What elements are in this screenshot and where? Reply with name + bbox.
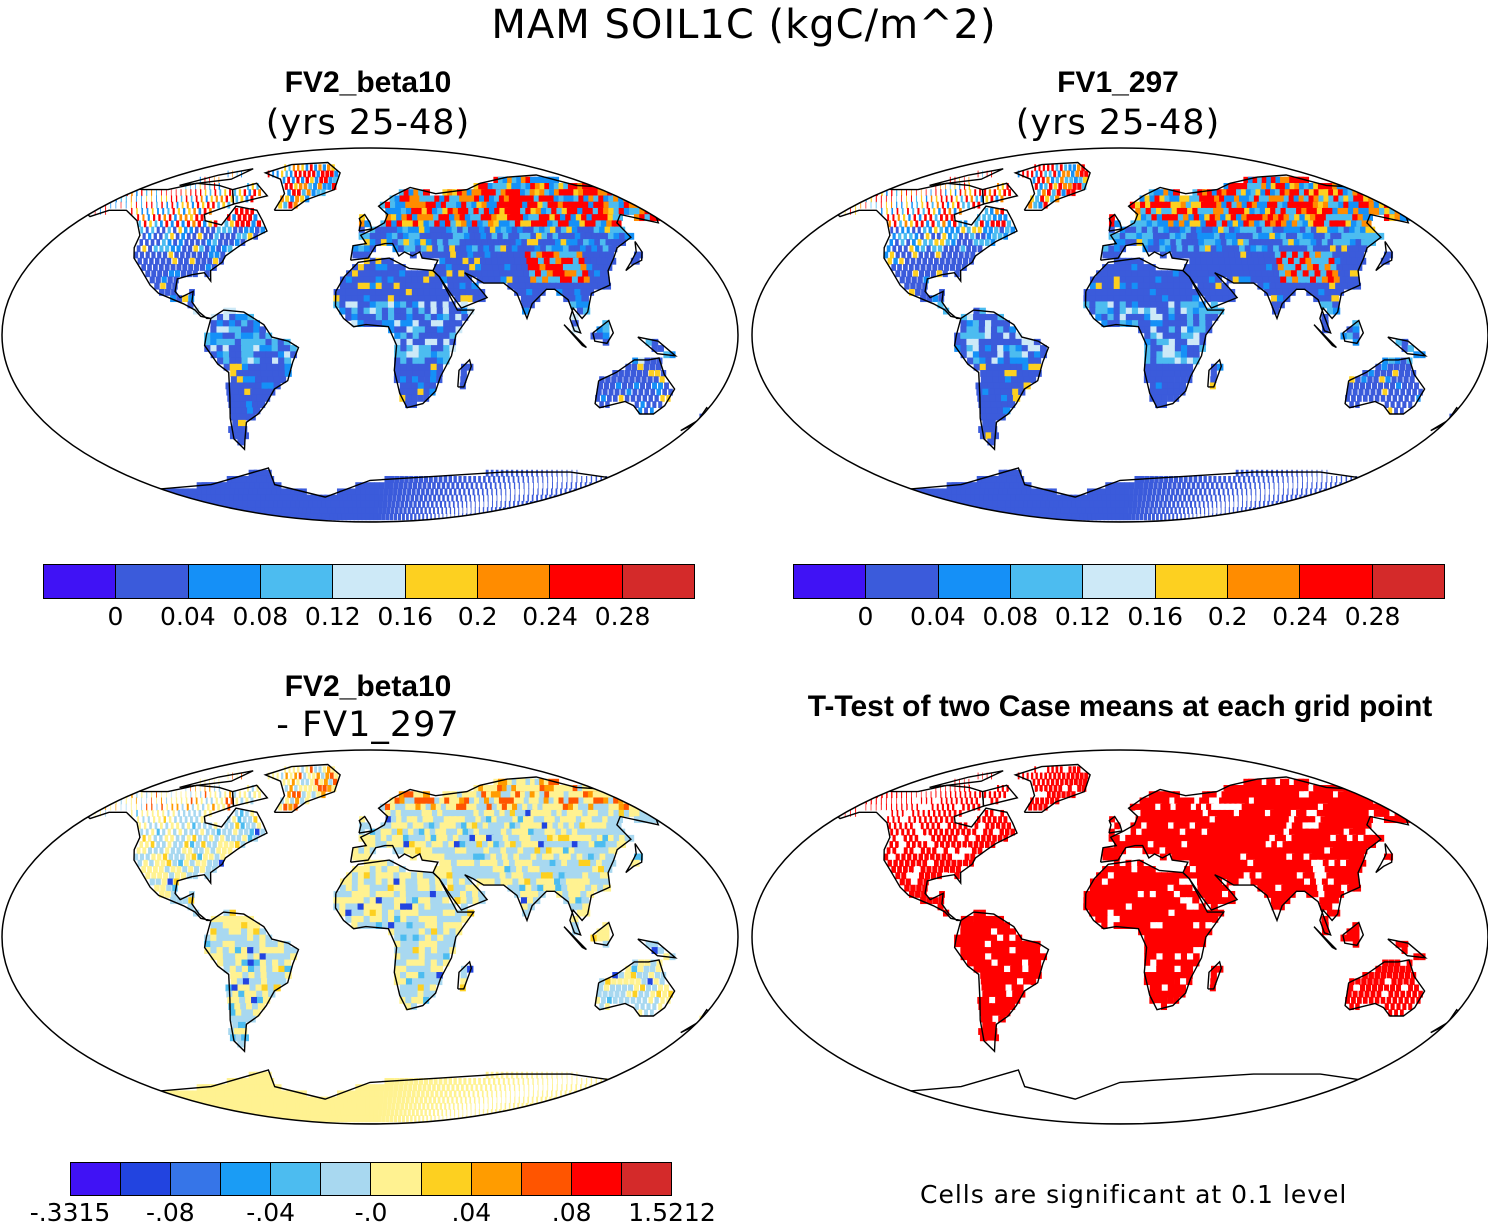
colorbar-swatch xyxy=(1155,565,1228,598)
colorbar-tick-label: .04 xyxy=(451,1198,492,1227)
colorbar-tick-label: 0.24 xyxy=(1272,602,1328,631)
colorbar-swatch xyxy=(321,1163,372,1195)
colorbar-swatch xyxy=(521,1163,572,1195)
colorbar-tick-label: 0 xyxy=(107,602,124,631)
colorbar-swatch xyxy=(333,565,406,598)
ttest-significance-note: Cells are significant at 0.1 level xyxy=(920,1180,1348,1209)
map-frame xyxy=(751,749,1488,1125)
colorbar-tick-label: 0.2 xyxy=(457,602,498,631)
colorbar-swatch xyxy=(1300,565,1373,598)
colorbar-swatch xyxy=(1083,565,1156,598)
panel4-title: T-Test of two Case means at each grid po… xyxy=(807,690,1433,723)
colorbar-fv2-beta10-labels: 0 0.04 0.08 0.12 0.16 0.2 0.24 0.28 xyxy=(43,602,695,634)
colorbar-swatch xyxy=(1372,565,1444,598)
map-frame xyxy=(751,147,1488,523)
colorbar-swatch xyxy=(471,1163,522,1195)
map-panel-fv1-297 xyxy=(751,147,1488,523)
colorbar-swatch xyxy=(421,1163,472,1195)
colorbar-tick-label: 0.28 xyxy=(594,602,651,631)
colorbar-swatch xyxy=(622,565,694,598)
colorbar-swatch xyxy=(44,565,117,598)
colorbar-swatch xyxy=(571,1163,622,1195)
colorbar-tick-label: -.0 xyxy=(354,1198,388,1227)
colorbar-swatch xyxy=(221,1163,272,1195)
colorbar-tick-label: 0.16 xyxy=(377,602,434,631)
panel2-title: FV1_297 xyxy=(1057,66,1179,99)
panel1-subtitle: (yrs 25-48) xyxy=(265,103,471,143)
colorbar-tick-label: 0.04 xyxy=(160,602,216,631)
map-frame xyxy=(1,147,739,523)
colorbar-swatch xyxy=(121,1163,172,1195)
colorbar-tick-label: 0.08 xyxy=(232,602,289,631)
colorbar-swatch xyxy=(550,565,623,598)
colorbar-tick-label: 1.5212 xyxy=(628,1198,716,1227)
map-grid-cells xyxy=(834,766,1459,1048)
colorbar-swatch xyxy=(1227,565,1301,598)
colorbar-swatch xyxy=(866,565,939,598)
colorbar-swatch xyxy=(794,565,867,598)
colorbar-difference-labels: -.3315 -.08 -.04 -.0 .04 .08 1.5212 xyxy=(30,1198,716,1227)
colorbar-swatch xyxy=(938,565,1011,598)
colorbar-tick-label: 0.16 xyxy=(1127,602,1184,631)
colorbar-fv2-beta10 xyxy=(43,564,695,599)
colorbar-tick-label: 0.28 xyxy=(1344,602,1401,631)
colorbar-swatch xyxy=(621,1163,671,1195)
colorbar-tick-label: .08 xyxy=(551,1198,592,1227)
map-grid-cells xyxy=(831,164,1459,521)
colorbar-tick-label: 0.08 xyxy=(982,602,1039,631)
colorbar-tick-label: 0.04 xyxy=(910,602,966,631)
colorbar-swatch xyxy=(171,1163,222,1195)
map-frame xyxy=(1,749,739,1125)
colorbar-swatch xyxy=(188,565,261,598)
colorbar-tick-label: 0.2 xyxy=(1207,602,1248,631)
colorbar-tick-label: 0 xyxy=(857,602,874,631)
colorbar-tick-label: 0.24 xyxy=(522,602,578,631)
colorbar-swatch xyxy=(405,565,478,598)
panel3-subtitle: - FV1_297 xyxy=(276,705,460,745)
colorbar-swatch xyxy=(371,1163,422,1195)
colorbar-swatch xyxy=(71,1163,122,1195)
map-panel-fv2-beta10 xyxy=(1,147,739,523)
colorbar-tick-label: 0.12 xyxy=(304,602,361,631)
map-panel-difference xyxy=(1,749,739,1125)
colorbar-difference xyxy=(70,1162,672,1196)
colorbar-swatch xyxy=(116,565,189,598)
colorbar-fv1-297 xyxy=(793,564,1445,599)
colorbar-tick-label: -.3315 xyxy=(29,1198,111,1227)
colorbar-fv1-297-labels: 0 0.04 0.08 0.12 0.16 0.2 0.24 0.28 xyxy=(793,602,1445,634)
map-panel-ttest xyxy=(751,749,1488,1125)
colorbar-swatch xyxy=(1010,565,1084,598)
panel2-subtitle: (yrs 25-48) xyxy=(1015,103,1221,143)
colorbar-tick-label: -.08 xyxy=(145,1198,195,1227)
colorbar-swatch xyxy=(260,565,334,598)
colorbar-swatch xyxy=(271,1163,322,1195)
colorbar-swatch xyxy=(477,565,551,598)
panel3-title: FV2_beta10 xyxy=(284,670,452,703)
panel1-title: FV2_beta10 xyxy=(284,66,452,99)
colorbar-tick-label: 0.12 xyxy=(1054,602,1111,631)
figure-title: MAM SOIL1C (kgC/m^2) xyxy=(491,2,997,48)
colorbar-tick-label: -.04 xyxy=(246,1198,296,1227)
